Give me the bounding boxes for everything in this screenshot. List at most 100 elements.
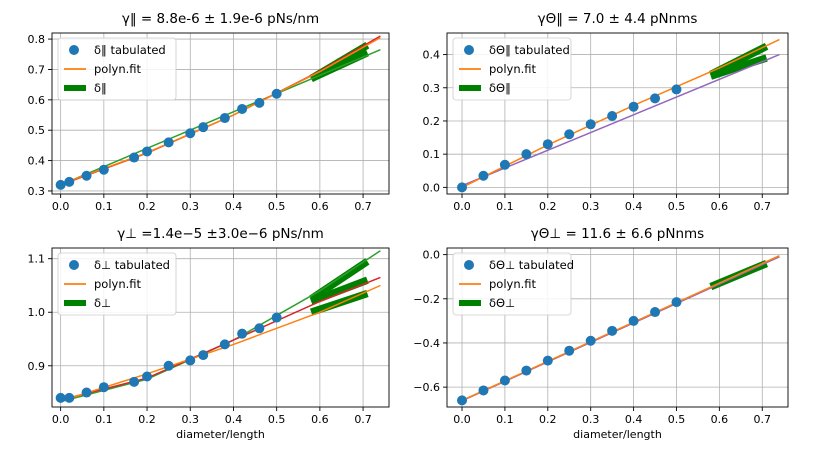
x-tick-label: 0.4: [625, 200, 643, 213]
polyn-fit-line: [60, 284, 381, 402]
x-tick-label: 0.0: [453, 413, 471, 426]
tabulated-point: [542, 139, 553, 150]
x-tick-label: 0.5: [668, 200, 686, 213]
tabulated-point: [671, 297, 682, 308]
x-tick-label: 0.0: [453, 200, 471, 213]
y-tick-label: 0.3: [423, 82, 441, 95]
legend-label-tabulated: δΘ‖ tabulated: [489, 43, 570, 57]
y-tick-label: −0.4: [413, 337, 440, 350]
tabulated-point: [81, 387, 92, 398]
polyn-fit-line: [60, 276, 381, 401]
y-tick-label: −0.6: [413, 381, 440, 394]
polyn-fit-line: [461, 255, 780, 402]
tabulated-point: [163, 137, 174, 148]
tabulated-point: [219, 339, 230, 350]
tabulated-point: [64, 176, 75, 187]
y-tick-label: 0.6: [28, 94, 46, 107]
x-tick-label: 0.6: [311, 413, 329, 426]
y-tick-label: 0.3: [28, 185, 46, 198]
axes-frame: [446, 32, 789, 195]
delta-band: [309, 276, 369, 306]
tabulated-point: [198, 122, 209, 133]
tabulated-point: [185, 128, 196, 139]
panel-gamma-theta-perpendicular: 0.0 0.1 0.2 0.3 0.4 0.5 0.6 0.7 −0.6 −0.4 −0.2 0.0 γ…: [413, 226, 789, 441]
tabulated-point: [219, 113, 230, 124]
x-tick-label: 0.7: [354, 200, 372, 213]
legend-label-tabulated: δΘ⊥ tabulated: [489, 258, 574, 272]
x-tick-label: 0.3: [582, 200, 600, 213]
x-tick-label: 0.1: [95, 413, 113, 426]
legend-marker-tabulated: [464, 45, 474, 55]
tabulated-point: [271, 88, 282, 99]
tabulated-point: [671, 84, 682, 95]
legend-label-fit: polyn.fit: [94, 277, 142, 291]
y-tick-label: 0.4: [423, 49, 441, 62]
chart-title: γΘ⊥ = 11.6 ± 6.6 pNnms: [531, 226, 704, 242]
x-tick-label: 0.3: [182, 200, 200, 213]
axes-frame: [51, 247, 390, 408]
tabulated-point: [607, 110, 618, 121]
y-tick-label: 0.2: [423, 115, 441, 128]
legend-label-fit: polyn.fit: [94, 62, 142, 76]
tabulated-point: [564, 129, 575, 140]
x-tick-label: 0.0: [52, 200, 70, 213]
axes-frame: [51, 32, 390, 195]
legend-label-band: δ⊥: [94, 296, 111, 310]
legend-label-tabulated: δ⊥ tabulated: [94, 258, 170, 272]
x-tick-label: 0.6: [711, 200, 729, 213]
legend-marker-tabulated: [464, 260, 474, 270]
x-tick-label: 0.6: [311, 200, 329, 213]
y-tick-label: 0.7: [28, 63, 46, 76]
legend-box: [57, 37, 177, 101]
tabulated-point: [478, 385, 489, 396]
tabulated-point: [237, 103, 248, 114]
chart-title: γΘ‖ = 7.0 ± 4.4 pNnms: [538, 11, 698, 27]
tabulated-point: [607, 325, 618, 336]
polyn-fit-line: [60, 36, 381, 186]
tabulated-point: [585, 119, 596, 130]
panel-gamma-parallel: 0.0 0.1 0.2 0.3 0.4 0.5 0.6 0.7 0.3 0.4 0.5 0.6 0.7 0…: [28, 11, 390, 213]
tabulated-point: [271, 312, 282, 323]
legend-marker-tabulated: [69, 45, 79, 55]
tabulated-point: [142, 146, 153, 157]
tabulated-point: [237, 328, 248, 339]
delta-band: [709, 54, 768, 80]
legend-marker-tabulated: [69, 260, 79, 270]
legend-label-band: δΘ⊥: [489, 296, 515, 310]
y-tick-label: 0.0: [423, 249, 441, 262]
axes-frame: [446, 247, 789, 408]
panel-gamma-theta-parallel: 0.0 0.1 0.2 0.3 0.4 0.5 0.6 0.7 0.0 0.1 0.2 0.3 0.4 γ…: [423, 11, 789, 213]
x-tick-label: 0.2: [539, 200, 557, 213]
tabulated-point: [521, 149, 532, 160]
tabulated-point: [254, 97, 265, 108]
legend-label-fit: polyn.fit: [489, 62, 537, 76]
tabulated-point: [564, 345, 575, 356]
x-tick-label: 0.4: [225, 200, 243, 213]
tabulated-point: [542, 355, 553, 366]
legend-box: [452, 37, 572, 101]
legend-box: [57, 252, 177, 316]
tabulated-point: [254, 323, 265, 334]
y-tick-label: 0.8: [28, 33, 46, 46]
x-axis-label: diameter/length: [176, 428, 265, 441]
tabulated-point: [499, 375, 510, 386]
x-tick-label: 0.6: [711, 413, 729, 426]
y-tick-label: 0.5: [28, 124, 46, 137]
tabulated-point: [81, 170, 92, 181]
tabulated-point: [499, 159, 510, 170]
tabulated-point: [55, 179, 66, 190]
x-tick-label: 0.3: [582, 413, 600, 426]
tabulated-point: [521, 365, 532, 376]
tabulated-point: [98, 164, 109, 175]
tabulated-point: [185, 355, 196, 366]
tabulated-point: [129, 152, 140, 163]
x-tick-label: 0.2: [539, 413, 557, 426]
delta-band: [309, 258, 370, 303]
x-tick-label: 0.7: [354, 413, 372, 426]
tabulated-point: [457, 182, 468, 193]
y-tick-label: 0.9: [28, 360, 46, 373]
legend-label-band: δ‖: [94, 81, 107, 95]
y-tick-label: 0.0: [423, 181, 441, 194]
tabulated-point: [142, 371, 153, 382]
